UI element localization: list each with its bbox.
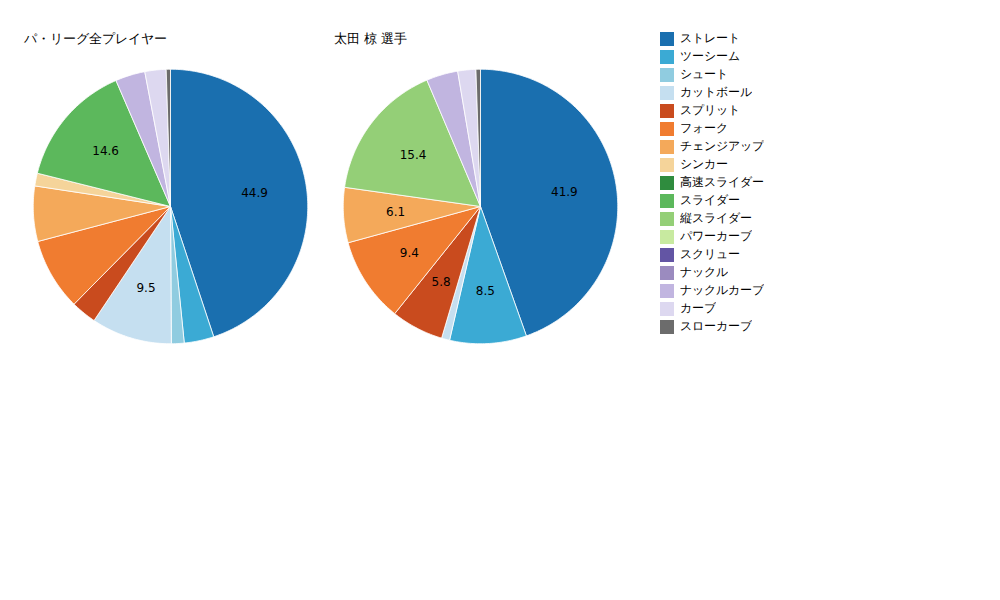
html-text:スクリュー: スクリュー — [680, 247, 740, 261]
svg-text:6.1: 6.1 — [386, 205, 405, 219]
html-text:カットボール: カットボール — [680, 85, 752, 99]
html-text:パワーカーブ: パワーカーブ — [680, 229, 752, 243]
html-text:カーブ: カーブ — [680, 301, 716, 315]
html-text:ナックル: ナックル — [680, 265, 728, 279]
svg-text:44.9: 44.9 — [241, 186, 268, 200]
html-text:スライダー: スライダー — [680, 193, 740, 207]
html-text:シュート: シュート — [680, 67, 728, 81]
html-text:ストレート: ストレート — [680, 31, 740, 45]
html-text:スローカーブ: スローカーブ — [680, 319, 752, 333]
svg-text:8.5: 8.5 — [476, 284, 495, 298]
svg-text:41.9: 41.9 — [551, 185, 578, 199]
html-text:太田 椋 選手: 太田 椋 選手 — [334, 31, 408, 46]
html-text:高速スライダー: 高速スライダー — [680, 175, 764, 189]
html-text:シンカー: シンカー — [680, 157, 728, 171]
svg-text:9.5: 9.5 — [136, 281, 155, 295]
html-text:フォーク: フォーク — [680, 121, 728, 135]
html-text:縦スライダー: 縦スライダー — [680, 211, 752, 225]
svg-text:9.4: 9.4 — [400, 246, 419, 260]
html-text:パ・リーグ全プレイヤー: パ・リーグ全プレイヤー — [24, 31, 167, 46]
html-text:スプリット: スプリット — [680, 103, 740, 117]
html-text:ナックルカーブ: ナックルカーブ — [680, 283, 764, 297]
svg-text:14.6: 14.6 — [92, 144, 119, 158]
html-text:チェンジアップ: チェンジアップ — [680, 139, 764, 153]
html-text:ツーシーム: ツーシーム — [680, 49, 740, 63]
svg-text:15.4: 15.4 — [400, 147, 427, 161]
svg-text:5.8: 5.8 — [432, 275, 451, 289]
